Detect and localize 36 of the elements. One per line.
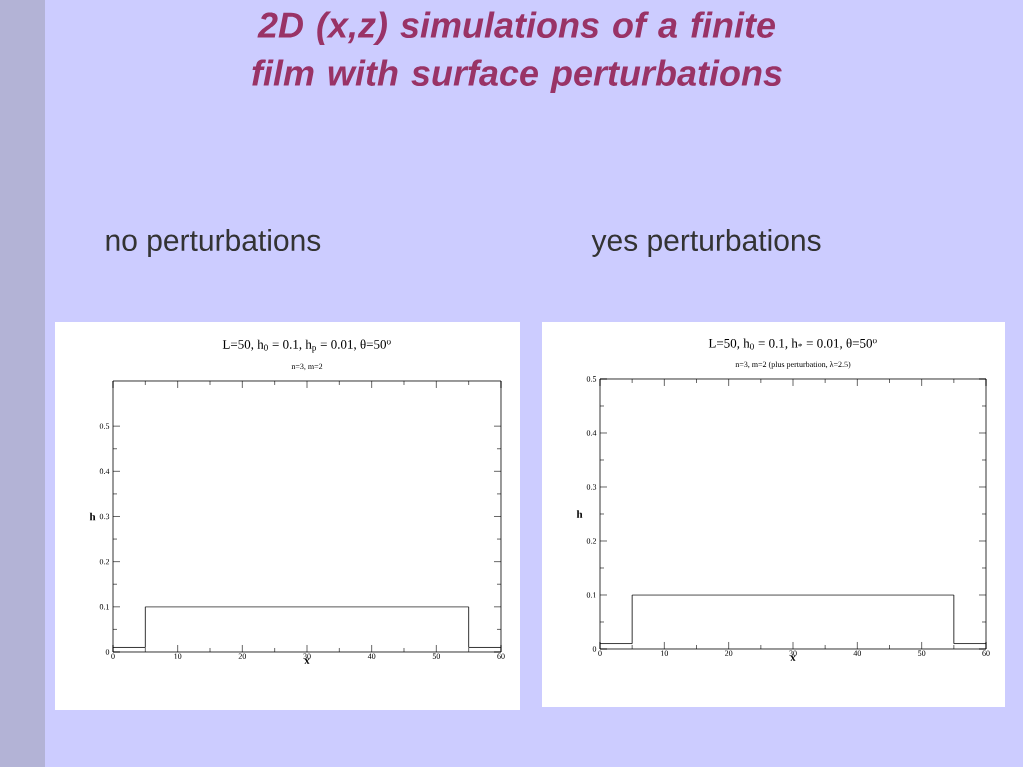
x-tick-label: 30 [789, 650, 797, 656]
x-tick-label: 0 [111, 653, 115, 659]
y-tick-label: 0.4 [99, 468, 110, 475]
chart-subtitle: n=3, m=2 (plus perturbation, λ=2.5) [735, 361, 851, 369]
y-tick-label: 0.1 [99, 604, 109, 610]
x-axis-title: x [790, 655, 796, 661]
y-tick-label: 0.2 [586, 538, 597, 544]
y-axis-title: h [576, 510, 583, 518]
x-tick-label: 40 [367, 653, 376, 659]
x-tick-label: 60 [497, 653, 505, 659]
text: yes perturbations [591, 229, 821, 257]
x-tick-label: 50 [918, 650, 926, 656]
y-tick-label: 0.5 [586, 376, 597, 382]
chart-title: L=50, h$_{0}$ = 0.1, h$_{*}$ = 0.01, θ=50$^{o}$ [708, 338, 877, 350]
y-tick-label: 0.4 [586, 430, 597, 436]
x-tick-label: 60 [982, 650, 990, 656]
x-tick-label: 20 [238, 653, 247, 659]
y-tick-label: 0.3 [586, 484, 597, 490]
chart-subtitle: n=3, m=2 [291, 363, 323, 371]
x-tick-label: 40 [853, 650, 862, 656]
y-tick-label: 0 [592, 646, 597, 652]
y-axis-title: h [89, 512, 96, 521]
x-tick-label: 10 [174, 653, 182, 659]
y-tick-label: 0.1 [586, 592, 596, 598]
x-tick-label: 30 [303, 653, 311, 659]
x-tick-label: 10 [661, 650, 669, 656]
y-tick-label: 0.2 [99, 558, 110, 565]
x-tick-label: 0 [598, 650, 602, 656]
y-tick-label: 0.3 [99, 513, 110, 520]
y-tick-label: 0.5 [99, 423, 110, 429]
text: no perturbations [106, 229, 321, 257]
chart-title: L=50, h$_{0}$ = 0.1, h$_{p}$ = 0.01, θ=50$^{o}$ [222, 339, 391, 353]
x-tick-label: 50 [432, 653, 441, 659]
x-tick-label: 20 [725, 650, 733, 656]
text: 2D (x,z) simulations of a finite film with surface perturbations [252, 11, 782, 94]
x-axis-title: x [304, 658, 310, 664]
